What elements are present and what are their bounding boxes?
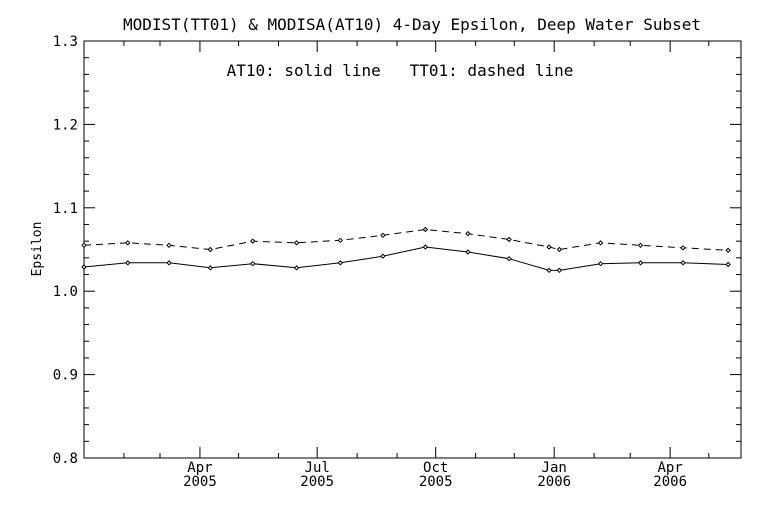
- data-point-tt01: [166, 242, 172, 249]
- x-tick-year-label: 2006: [653, 474, 687, 490]
- data-point-at10: [597, 260, 604, 267]
- data-point-tt01: [207, 246, 213, 253]
- data-point-tt01: [725, 247, 731, 254]
- series-tt01: [81, 226, 731, 254]
- data-point-at10: [506, 255, 512, 262]
- data-point-tt01: [81, 242, 87, 249]
- data-point-at10: [422, 244, 429, 250]
- chart-annotation: AT10: solid line TT01: dashed line: [227, 61, 574, 80]
- x-tick-month-label: Apr: [187, 460, 212, 476]
- y-tick-label: 1.2: [53, 117, 78, 133]
- y-tick-label: 1.3: [53, 34, 78, 50]
- data-point-tt01: [506, 236, 512, 243]
- series-at10: [81, 244, 731, 274]
- y-tick-label: 0.8: [53, 451, 78, 467]
- data-point-at10: [293, 265, 300, 271]
- data-point-tt01: [465, 230, 471, 237]
- x-tick-year-label: 2006: [537, 474, 571, 490]
- data-point-at10: [637, 260, 644, 266]
- data-point-at10: [465, 249, 471, 255]
- data-point-at10: [166, 260, 172, 266]
- data-point-tt01: [250, 238, 256, 244]
- data-point-tt01: [422, 226, 429, 233]
- data-point-tt01: [546, 244, 552, 250]
- y-axis-ticks: 0.8 0.9 1.0 1.1 1.2 1.3: [53, 34, 741, 467]
- data-point-tt01: [125, 240, 131, 246]
- data-point-tt01: [680, 245, 686, 251]
- x-tick-year-label: 2005: [300, 474, 334, 490]
- x-tick-month-label: Apr: [657, 460, 682, 476]
- data-point-at10: [337, 260, 344, 266]
- x-tick-month-label: Jul: [305, 460, 330, 476]
- series-line-at10: [83, 246, 729, 271]
- data-point-tt01: [293, 240, 300, 246]
- data-point-tt01: [637, 242, 644, 249]
- y-tick-label: 0.9: [53, 368, 78, 384]
- data-point-at10: [725, 261, 731, 268]
- data-point-at10: [680, 260, 686, 266]
- data-point-tt01: [380, 232, 386, 239]
- data-point-at10: [250, 260, 256, 267]
- data-point-at10: [546, 267, 552, 274]
- x-tick-year-label: 2005: [419, 474, 453, 490]
- data-point-tt01: [556, 246, 563, 253]
- data-point-at10: [380, 253, 386, 259]
- y-axis-label: Epsilon: [30, 222, 45, 277]
- y-tick-label: 1.0: [53, 284, 78, 300]
- chart-title: MODIST(TT01) & MODISA(AT10) 4-Day Epsilo…: [123, 15, 701, 34]
- data-point-tt01: [597, 240, 604, 246]
- plot-frame: [83, 40, 742, 459]
- x-tick-year-label: 2005: [183, 474, 217, 490]
- series-line-tt01: [83, 228, 729, 251]
- x-tick-month-label: Jan: [542, 460, 567, 476]
- data-point-at10: [207, 265, 213, 271]
- data-point-at10: [125, 260, 131, 266]
- x-tick-month-label: Oct: [423, 460, 448, 476]
- series-layer: [81, 226, 731, 274]
- data-point-tt01: [337, 237, 344, 244]
- y-tick-label: 1.1: [53, 201, 78, 217]
- data-point-at10: [556, 267, 563, 274]
- data-point-at10: [81, 264, 87, 270]
